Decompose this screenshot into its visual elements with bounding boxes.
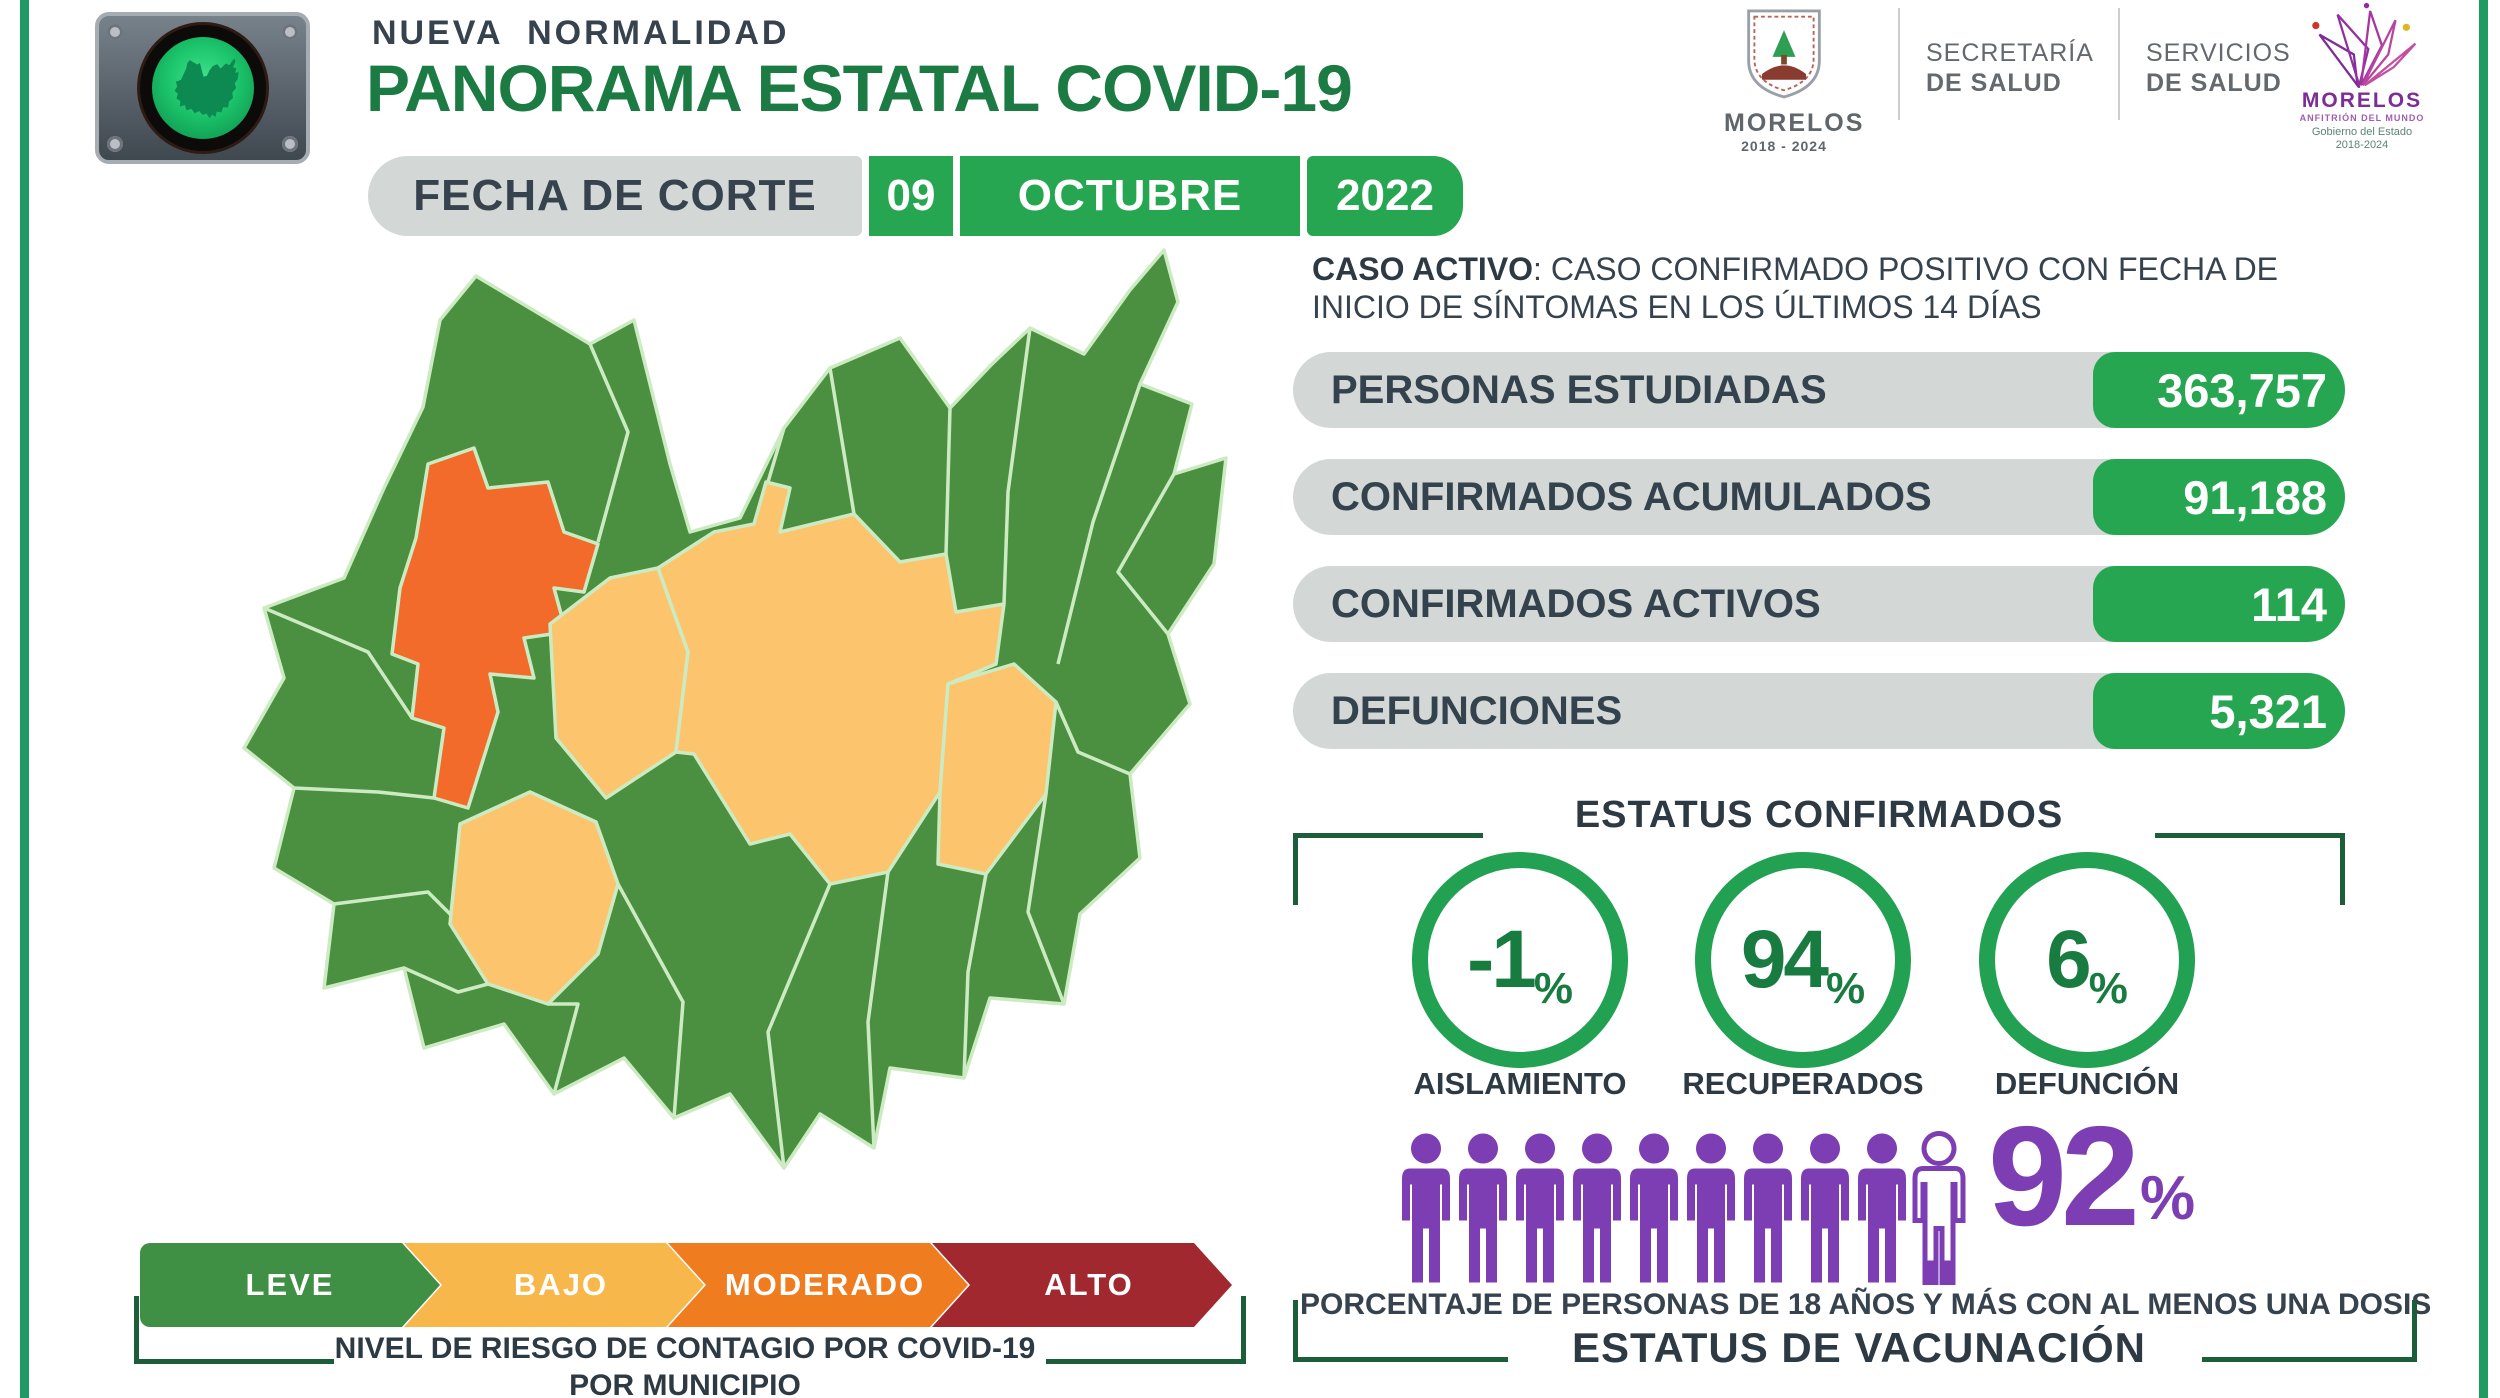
status-unit: % [1826, 964, 1866, 1013]
vaccination-bracket-left [1293, 1300, 1508, 1362]
lotus-subtitle: ANFITRIÓN DEL MUNDO [2299, 113, 2425, 123]
stat-bar-personas-estudiadas: PERSONAS ESTUDIADAS 363,757 [1293, 352, 2345, 428]
stat-value: 363,757 [2093, 352, 2345, 428]
lotus-title: MORELOS [2301, 89, 2423, 112]
status-value: 6 [2046, 914, 2092, 1005]
date-day: 09 [869, 156, 953, 236]
servicios-line1: SERVICIOS [2146, 39, 2291, 67]
legend-bracket-right [1046, 1296, 1246, 1364]
vaccination-bracket-right [2202, 1300, 2417, 1362]
stat-bar-defunciones: DEFUNCIONES 5,321 [1293, 673, 2345, 749]
shield-years: 2018 - 2024 [1741, 138, 1827, 154]
divider [1898, 8, 1900, 120]
stat-label: PERSONAS ESTUDIADAS [1331, 367, 1827, 412]
shield-icon [1747, 9, 1821, 99]
secretaria-line1: SECRETARÍA [1926, 39, 2094, 67]
status-unit: % [1533, 964, 1574, 1013]
vaccination-pictograph [1402, 1130, 1968, 1295]
map-region-moderado [390, 446, 600, 810]
page-title: PANORAMA ESTATAL COVID-19 [366, 51, 1353, 125]
date-bar: FECHA DE CORTE 09 OCTUBRE 2022 [368, 156, 1463, 236]
map-region-bajo [656, 480, 1006, 886]
morelos-anfitrion-logo: MORELOS ANFITRIÓN DEL MUNDO Gobierno del… [2292, 2, 2432, 152]
legend-caption-bold: COVID-19 [896, 1332, 1036, 1365]
map-region-bajo [936, 662, 1058, 876]
screw-icon [282, 136, 298, 152]
legend-arrow-moderado: MODERADO [668, 1243, 968, 1327]
servicios-line2: DE SALUD [2146, 69, 2282, 97]
map-region-bajo [448, 790, 620, 1006]
vaccination-percent: 92 % [1988, 1102, 2195, 1252]
case-note-line2: INICIO DE SÍNTOMAS EN LOS ÚLTIMOS 14 DÍA… [1312, 289, 2042, 325]
green-light-lens [136, 22, 269, 154]
screw-icon [282, 24, 298, 40]
legend-arrow-leve: LEVE [140, 1243, 440, 1327]
lotus-caption2: 2018-2024 [2335, 139, 2389, 151]
stat-value: 114 [2093, 566, 2345, 642]
status-section-title: ESTATUS CONFIRMADOS [1574, 794, 2064, 836]
legend-caption-line2: POR MUNICIPIO [569, 1369, 801, 1398]
lotus-icon [2312, 2, 2417, 90]
stat-bar-confirmados-activos: CONFIRMADOS ACTIVOS 114 [1293, 566, 2345, 642]
stat-bar-confirmados-acumulados: CONFIRMADOS ACUMULADOS 91,188 [1293, 459, 2345, 535]
stat-value: 5,321 [2093, 673, 2345, 749]
supertitle: NUEVA NORMALIDAD [372, 14, 790, 52]
status-value: -1 [1466, 914, 1537, 1005]
risk-legend: LEVE BAJO MODERADO ALTO [140, 1243, 1232, 1327]
morelos-silhouette-icon [174, 58, 239, 119]
date-year: 2022 [1307, 156, 1463, 236]
status-circle-recuperados: 94 % [1695, 852, 1911, 1068]
status-bracket-right [2155, 833, 2345, 905]
status-circle-defuncion: 6 % [1979, 852, 2195, 1068]
divider [2118, 8, 2120, 120]
legend-caption-text: NIVEL DE RIESGO DE CONTAGIO POR [334, 1332, 897, 1365]
status-label-defuncion: DEFUNCIÓN [1994, 1066, 2180, 1101]
status-circle-aislamiento: -1 % [1412, 852, 1628, 1068]
traffic-light-logo [95, 12, 310, 164]
vaccination-percent-sign: % [2139, 1164, 2196, 1233]
status-value: 94 [1740, 914, 1829, 1005]
left-frame-line [20, 0, 29, 1398]
screw-icon [107, 24, 123, 40]
legend-arrow-bajo: BAJO [404, 1243, 704, 1327]
stat-label: CONFIRMADOS ACUMULADOS [1331, 474, 1932, 519]
right-frame-line [2479, 0, 2488, 1398]
case-note-rest: : CASO CONFIRMADO POSITIVO CON FECHA DE [1533, 251, 2279, 287]
vaccination-section-title: ESTATUS DE VACUNACIÓN [1571, 1324, 2146, 1371]
status-label-aislamiento: AISLAMIENTO [1413, 1066, 1627, 1101]
screw-icon [107, 136, 123, 152]
status-bracket-left [1293, 833, 1483, 905]
vaccination-caption: PORCENTAJE DE PERSONAS DE 18 AÑOS Y MÁS … [1300, 1288, 2432, 1321]
stat-label: DEFUNCIONES [1331, 688, 1623, 733]
secretaria-line2: DE SALUD [1926, 69, 2062, 97]
lotus-caption: Gobierno del Estado 2018-2024 [2292, 126, 2432, 152]
lotus-caption1: Gobierno del Estado [2311, 126, 2413, 138]
green-light-glow [151, 37, 254, 139]
status-label-recuperados: RECUPERADOS [1682, 1066, 1924, 1101]
vaccination-percent-number: 92 [1988, 1097, 2140, 1256]
legend-arrow-alto: ALTO [932, 1243, 1232, 1327]
date-label: FECHA DE CORTE [368, 156, 862, 236]
stat-label: CONFIRMADOS ACTIVOS [1331, 581, 1821, 626]
case-note-bold: CASO ACTIVO [1312, 251, 1534, 287]
date-month: OCTUBRE [960, 156, 1300, 236]
active-case-definition: CASO ACTIVO: CASO CONFIRMADO POSITIVO CO… [1312, 250, 2422, 326]
shield-title: MORELOS [1724, 109, 1865, 137]
stat-value: 91,188 [2093, 459, 2345, 535]
servicios-de-salud-logo: SERVICIOS DE SALUD [2146, 38, 2291, 98]
morelos-coat-of-arms: MORELOS 2018 - 2024 [1724, 4, 1865, 154]
morelos-choropleth-map [242, 248, 1228, 1170]
person-icons [1402, 1134, 1967, 1293]
legend-caption: NIVEL DE RIESGO DE CONTAGIO POR COVID-19… [140, 1330, 1230, 1398]
legend-bracket-left [134, 1296, 334, 1364]
secretaria-de-salud-logo: SECRETARÍA DE SALUD [1926, 38, 2094, 98]
status-unit: % [2088, 964, 2128, 1013]
